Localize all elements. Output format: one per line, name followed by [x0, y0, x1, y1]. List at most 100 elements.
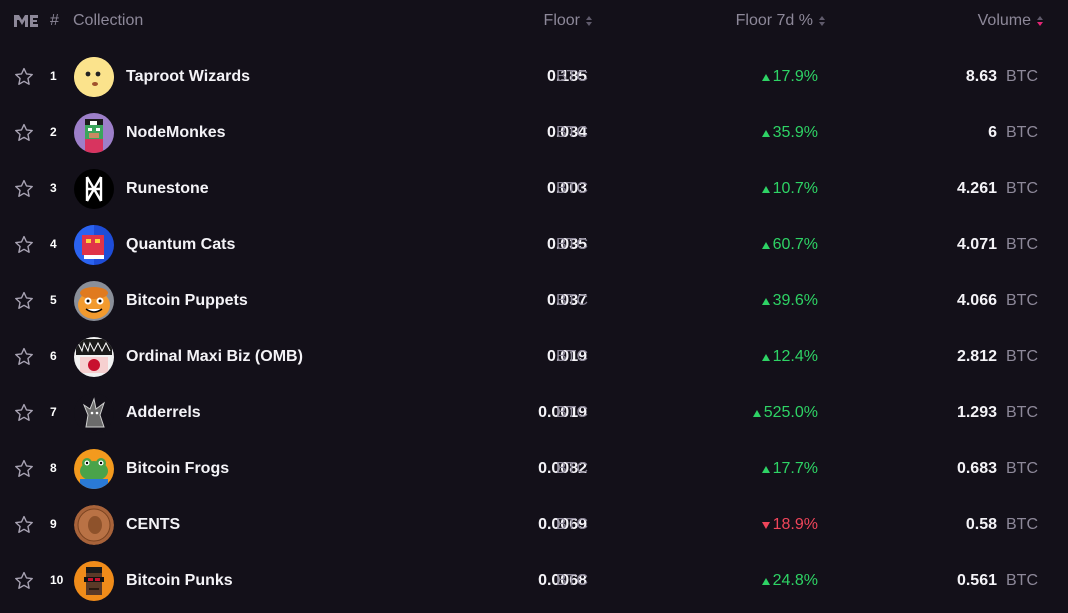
floor-price: 0.034 — [546, 124, 587, 141]
floor-currency: BTC — [556, 124, 588, 141]
collection-avatar[interactable] — [74, 505, 114, 545]
collection-name[interactable]: Taproot Wizards — [126, 68, 251, 85]
floor-currency: BTC — [556, 180, 588, 197]
volume-sort-header[interactable]: Volume — [978, 12, 1044, 30]
change-value: 18.9% — [772, 516, 818, 533]
table-row[interactable]: 1 Taproot Wizards 0.185 BTC 17.9% 8.63 B… — [0, 49, 1068, 105]
table-row[interactable]: 4 Quantum Cats 0.035 BTC 60.7% 4.071 BTC — [0, 217, 1068, 273]
star-favorite-icon[interactable] — [13, 234, 35, 256]
table-row[interactable]: 10 Bitcoin Punks 0.0068 BTC 24.8% 0.561 … — [0, 553, 1068, 609]
table-row[interactable]: 6 Ordinal Maxi Biz (OMB) 0.019 BTC 12.4%… — [0, 329, 1068, 385]
floor-price: 0.0019 — [538, 404, 587, 421]
volume-currency: BTC — [1006, 236, 1038, 253]
star-favorite-icon[interactable] — [13, 514, 35, 536]
table-row[interactable]: 7 Adderrels 0.0019 BTC 525.0% 1.293 BTC — [0, 385, 1068, 441]
row-rank: 7 — [50, 405, 57, 419]
table-row[interactable]: 5 Bitcoin Puppets 0.037 BTC 39.6% 4.066 … — [0, 273, 1068, 329]
volume-value: 4.066 — [956, 292, 997, 309]
collection-name[interactable]: CENTS — [126, 516, 181, 533]
row-rank: 10 — [50, 573, 64, 587]
collection-name[interactable]: Bitcoin Punks — [126, 572, 233, 589]
sort-arrows-icon — [819, 16, 826, 26]
star-favorite-icon[interactable] — [13, 402, 35, 424]
volume-currency: BTC — [1006, 460, 1038, 477]
star-favorite-icon[interactable] — [13, 290, 35, 312]
table-row[interactable]: 3 Runestone 0.003 BTC 10.7% 4.261 BTC — [0, 161, 1068, 217]
floor-currency: BTC — [556, 404, 588, 421]
floor-price: 0.0082 — [538, 460, 587, 477]
volume-currency: BTC — [1006, 404, 1038, 421]
change-direction-icon — [761, 577, 770, 585]
volume-value: 4.261 — [956, 180, 997, 197]
change-direction-icon — [761, 353, 770, 361]
collection-name[interactable]: Bitcoin Frogs — [126, 460, 230, 477]
floor-7d-change: 60.7% — [761, 236, 818, 254]
punk-face-icon — [74, 561, 114, 601]
table-row[interactable]: 2 NodeMonkes 0.034 BTC 35.9% 6 BTC — [0, 105, 1068, 161]
floor-price: 0.185 — [546, 68, 587, 85]
floor-sort-header[interactable]: Floor — [544, 12, 593, 30]
puppet-face-icon — [74, 281, 114, 321]
star-favorite-icon[interactable] — [13, 178, 35, 200]
volume-value: 0.561 — [956, 572, 997, 589]
floor-price: 0.035 — [546, 236, 587, 253]
floor-7d-change: 17.7% — [761, 460, 818, 478]
wizard-face-icon — [74, 57, 114, 97]
change-value: 12.4% — [772, 348, 818, 365]
change-value: 525.0% — [763, 404, 818, 421]
magic-eden-logo-icon — [14, 15, 38, 27]
floor-7d-sort-header[interactable]: Floor 7d % — [736, 12, 826, 30]
volume-value: 1.293 — [956, 404, 997, 421]
row-rank: 6 — [50, 349, 57, 363]
volume-value: 0.683 — [956, 460, 997, 477]
row-rank: 4 — [50, 237, 57, 251]
change-direction-icon — [761, 241, 770, 249]
change-value: 17.9% — [772, 68, 818, 85]
collection-name[interactable]: Ordinal Maxi Biz (OMB) — [126, 348, 303, 365]
star-favorite-icon[interactable] — [13, 570, 35, 592]
floor-currency: BTC — [556, 460, 588, 477]
table-row[interactable]: 8 Bitcoin Frogs 0.0082 BTC 17.7% 0.683 B… — [0, 441, 1068, 497]
collection-name[interactable]: Bitcoin Puppets — [126, 292, 248, 309]
star-favorite-icon[interactable] — [13, 458, 35, 480]
collection-avatar[interactable] — [74, 169, 114, 209]
star-favorite-icon[interactable] — [13, 66, 35, 88]
change-direction-icon — [761, 297, 770, 305]
star-favorite-icon[interactable] — [13, 122, 35, 144]
collection-avatar[interactable] — [74, 113, 114, 153]
collection-avatar[interactable] — [74, 393, 114, 433]
floor-7d-change: 24.8% — [761, 572, 818, 590]
omb-artwork-icon — [74, 337, 114, 377]
floor-7d-change: 10.7% — [761, 180, 818, 198]
floor-price: 0.0068 — [538, 572, 587, 589]
collection-name[interactable]: Runestone — [126, 180, 209, 197]
row-rank: 9 — [50, 517, 57, 531]
row-rank: 1 — [50, 69, 57, 83]
collection-avatar[interactable] — [74, 57, 114, 97]
floor-7d-header-label: Floor 7d % — [735, 12, 813, 29]
row-rank: 2 — [50, 125, 57, 139]
volume-value: 2.812 — [956, 348, 997, 365]
collection-avatar[interactable] — [74, 225, 114, 265]
change-value: 24.8% — [772, 572, 818, 589]
collection-avatar[interactable] — [74, 449, 114, 489]
change-direction-icon — [752, 409, 761, 417]
collection-avatar[interactable] — [74, 561, 114, 601]
volume-currency: BTC — [1006, 516, 1038, 533]
star-favorite-icon[interactable] — [13, 346, 35, 368]
penny-coin-icon — [74, 505, 114, 545]
change-value: 60.7% — [772, 236, 818, 253]
collection-avatar[interactable] — [74, 337, 114, 377]
collection-column-header: Collection — [73, 12, 144, 29]
change-value: 35.9% — [772, 124, 818, 141]
frog-face-icon — [74, 449, 114, 489]
sort-arrows-icon — [586, 16, 593, 26]
floor-currency: BTC — [556, 516, 588, 533]
pixel-cat-icon — [74, 225, 114, 265]
collection-name[interactable]: Adderrels — [126, 404, 201, 421]
table-row[interactable]: 9 CENTS 0.0069 BTC 18.9% 0.58 BTC — [0, 497, 1068, 553]
collection-avatar[interactable] — [74, 281, 114, 321]
collection-name[interactable]: NodeMonkes — [126, 124, 226, 141]
collection-name[interactable]: Quantum Cats — [126, 236, 236, 253]
